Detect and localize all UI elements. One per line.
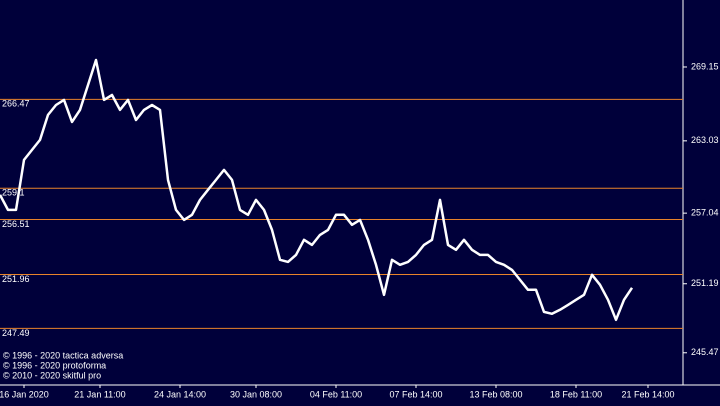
x-tick-label: 16 Jan 2020 [0, 389, 49, 399]
x-tick-label: 04 Feb 11:00 [310, 389, 362, 399]
y-tick-label: 251.19 [691, 278, 719, 288]
x-tick-label: 21 Feb 14:00 [621, 389, 674, 399]
copyright: © 2010 - 2020 skitful pro [3, 370, 101, 380]
y-tick-label: 269.15 [691, 61, 719, 71]
copyright: © 1996 - 2020 protoforma [3, 360, 106, 370]
x-tick-label: 24 Jan 14:00 [154, 389, 206, 399]
copyright: © 1996 - 2020 tactica adversa [3, 350, 123, 360]
x-tick-label: 07 Feb 14:00 [389, 389, 442, 399]
y-tick-label: 257.04 [691, 208, 719, 218]
x-tick-label: 18 Feb 11:00 [550, 389, 602, 399]
price-line [0, 58, 634, 322]
x-tick-label: 30 Jan 08:00 [230, 389, 282, 399]
y-tick-label: 245.47 [691, 347, 719, 357]
level-label: 247.49 [2, 328, 30, 338]
level-label: 259.1 [2, 188, 25, 198]
level-label: 266.47 [2, 99, 30, 109]
level-label: 256.51 [2, 219, 30, 229]
level-label: 251.96 [2, 274, 30, 284]
x-tick-label: 13 Feb 08:00 [469, 389, 522, 399]
x-tick-label: 21 Jan 11:00 [74, 389, 125, 399]
y-tick-label: 263.03 [691, 135, 719, 145]
